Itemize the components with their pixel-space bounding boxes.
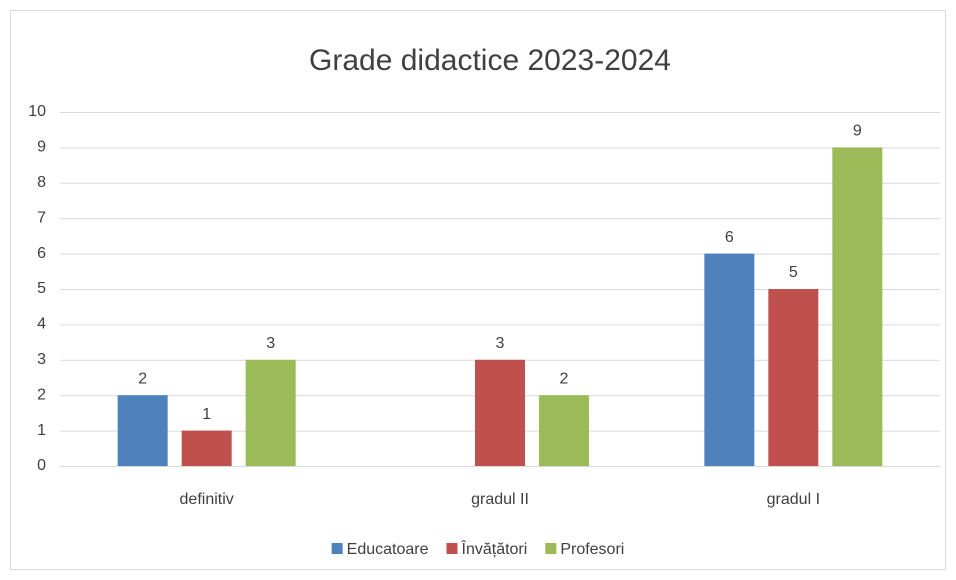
x-tick-label: gradul I [767,491,820,508]
data-label: 5 [789,264,798,281]
y-tick-label: 8 [37,174,46,191]
bar [117,395,168,466]
y-tick-label: 4 [37,316,46,333]
data-label: 3 [266,335,275,352]
bar [768,289,819,466]
legend-swatch [331,543,343,554]
y-tick-label: 10 [28,103,46,120]
bar [245,359,296,466]
y-tick-label: 6 [37,245,46,262]
bar [832,147,883,466]
data-label: 1 [202,406,211,423]
bar [539,395,589,466]
bar [704,253,755,466]
bar [475,359,525,466]
x-tick-label: gradul II [471,491,529,508]
bar [181,430,232,466]
y-tick-label: 3 [37,351,46,368]
legend-label: Învățători [461,539,528,558]
legend-label: Educatoare [347,541,429,558]
y-tick-label: 0 [37,457,46,474]
data-label: 6 [725,229,734,246]
legend-swatch [545,543,557,554]
y-tick-label: 1 [37,422,46,439]
y-tick-label: 7 [37,209,46,226]
data-label: 3 [496,335,505,352]
y-tick-label: 2 [37,386,46,403]
legend-swatch [446,543,458,554]
chart-title: Grade didactice 2023-2024 [309,44,671,77]
legend-label: Profesori [560,541,624,558]
data-label: 2 [138,370,147,387]
x-tick-label: definitiv [180,491,234,508]
data-label: 9 [853,123,862,140]
y-tick-label: 5 [37,280,46,297]
y-tick-label: 9 [37,139,46,156]
data-label: 2 [560,370,569,387]
